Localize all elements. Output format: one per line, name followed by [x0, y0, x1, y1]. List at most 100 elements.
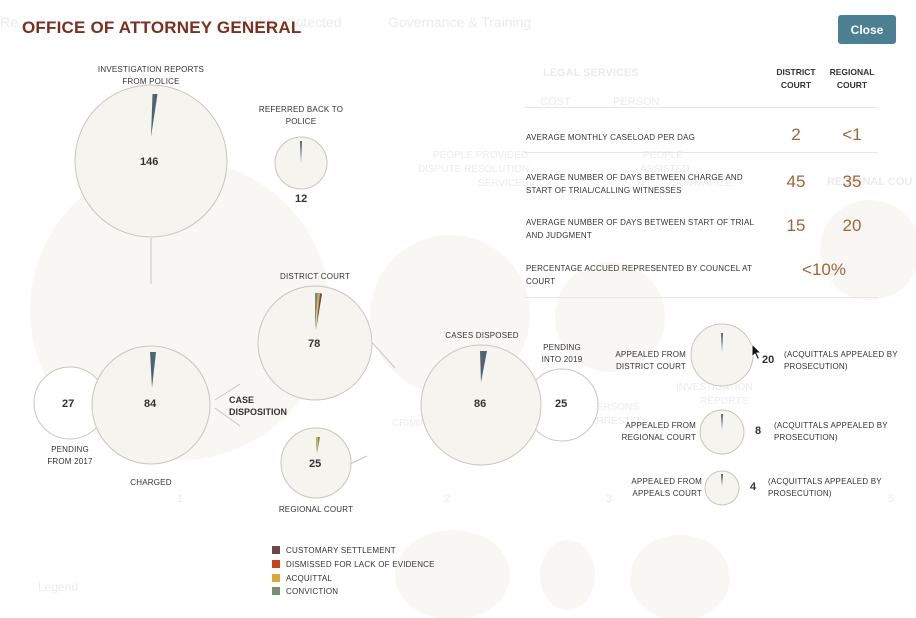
appeal-regional-label: APPEALED FROM REGIONAL COURT — [621, 421, 696, 442]
bg-text: PEOPLE — [643, 150, 684, 161]
row-district-value: 45 — [786, 172, 806, 191]
regional-court-label: REGIONAL COURT — [278, 505, 354, 514]
legend-item: DISMISSED FOR LACK OF EVIDENCE — [272, 560, 435, 569]
row-district-value: 2 — [791, 125, 801, 144]
appeal-district-value: 20 — [762, 354, 775, 366]
wedge-regional-conviction — [317, 437, 320, 454]
proportion-needles — [150, 94, 723, 486]
bg-text: PEOPLE PROVIDED — [433, 150, 529, 161]
bg-tab-1: Re — [0, 14, 18, 30]
appeal-appeals-label: APPEALED FROM APPEALS COURT — [631, 477, 702, 498]
legend-swatch — [272, 546, 280, 554]
bg-text: DISPUTE RESOLUTION — [418, 164, 530, 175]
bg-column-cost: COST — [540, 96, 571, 108]
column-header-district: DISTRICT COURT — [776, 67, 816, 90]
bg-step: 5 — [888, 493, 895, 505]
referred-value: 12 — [295, 193, 308, 205]
pending-2019-label: PENDING INTO 2019 — [541, 343, 583, 364]
appeal-appeals-value: 4 — [750, 481, 757, 493]
investigation-bubble — [74, 84, 228, 238]
cases-disposed-label: CASES DISPOSED — [445, 331, 519, 340]
table-row: AVERAGE MONTHLY CASELOAD PER DAG 2 <1 — [524, 107, 878, 152]
court-outcome-wedges — [315, 293, 322, 454]
pending-2017-label: PENDING FROM 2017 — [47, 445, 93, 466]
bg-text: SERVICES — [478, 178, 529, 189]
regional-court-value: 25 — [309, 458, 322, 470]
row-regional-value: 20 — [842, 216, 862, 235]
close-button[interactable]: Close — [838, 15, 896, 44]
needle-appeal-regional — [721, 414, 723, 430]
appeal-regional-value: 8 — [755, 425, 762, 437]
needle-appeal-district — [721, 333, 723, 352]
pending-2019-value: 25 — [555, 398, 568, 410]
table-row: PERCENTAGE ACCUED REPRESENTED BY COUNCEL… — [524, 246, 878, 298]
disposed-bubble — [420, 344, 542, 466]
pending-2017-value: 27 — [62, 398, 75, 410]
case-disposition-label: CASE DISPOSITION — [229, 395, 288, 417]
legend-swatch — [272, 560, 280, 568]
needle-appeal-appeals — [721, 474, 723, 486]
legend-item: CUSTOMARY SETTLEMENT — [272, 546, 396, 555]
bg-legend: Legend — [38, 580, 79, 594]
row-question: PERCENTAGE ACCUED REPRESENTED BY COUNCEL… — [526, 264, 753, 286]
charged-bubble — [91, 345, 211, 465]
district-court-label: DISTRICT COURT — [279, 272, 351, 281]
wedge-district-conviction — [315, 293, 318, 330]
appeal-regional-note: (ACQUITTALS APPEALED BY PROSECUTION) — [774, 421, 888, 442]
bg-step: 3 — [606, 493, 613, 505]
bubbles — [33, 84, 754, 506]
bg-text: INVESTIGATION — [676, 382, 753, 393]
appeal-district-label: APPEALED FROM DISTRICT COURT — [615, 350, 686, 371]
appeal-appeals-bubble — [704, 470, 740, 506]
row-regional-value: 35 — [842, 172, 862, 191]
legal-stats-table: DISTRICT COURT REGIONAL COURT AVERAGE MO… — [524, 62, 878, 302]
bg-tab-3: Governance & Training — [388, 14, 532, 30]
needle-investigation — [151, 94, 158, 137]
wedge-regional-acquittal — [316, 437, 318, 454]
row-question: AVERAGE MONTHLY CASELOAD PER DAG — [526, 133, 696, 142]
needle-referred — [300, 141, 302, 163]
needle-disposed — [480, 351, 487, 382]
row-combined-value: <10% — [802, 260, 846, 279]
district-bubble — [257, 285, 373, 401]
column-header-regional: REGIONAL COURT — [829, 67, 875, 90]
charged-label: CHARGED — [130, 478, 172, 487]
table-row: AVERAGE NUMBER OF DAYS BETWEEN START OF … — [524, 199, 878, 246]
cases-disposed-value: 86 — [474, 398, 487, 410]
investigation-label: INVESTIGATION REPORTS FROM POLICE — [97, 65, 205, 86]
table-row: AVERAGE NUMBER OF DAYS BETWEEN CHARGE AN… — [524, 152, 878, 199]
mouse-cursor-icon — [751, 343, 763, 361]
needle-charged — [150, 352, 156, 388]
bg-tab-2: Rights Protected — [238, 14, 342, 30]
row-question: AVERAGE NUMBER OF DAYS BETWEEN CHARGE AN… — [526, 173, 743, 195]
modal-title: OFFICE OF ATTORNEY GENERAL — [22, 18, 302, 37]
bg-step: 2 — [444, 493, 451, 505]
appeal-district-note: (ACQUITTALS APPEALED BY PROSECUTION) — [784, 350, 898, 371]
bg-text: ARRESTED — [590, 416, 645, 427]
wedge-district-settlement — [316, 293, 322, 330]
legend-swatch — [272, 587, 280, 595]
row-regional-value: <1 — [842, 125, 862, 144]
appeal-regional-bubble — [699, 409, 745, 455]
bg-section-legal: LEGAL SERVICES — [543, 67, 639, 79]
bg-text: ASSISTED — [640, 164, 690, 175]
referred-label: REFERRED BACK TO POLICE — [258, 105, 344, 126]
investigation-value: 146 — [140, 156, 159, 168]
bg-text: PERSONS — [590, 402, 639, 413]
district-court-value: 78 — [308, 338, 321, 350]
appeal-appeals-note: (ACQUITTALS APPEALED BY PROSECUTION) — [768, 477, 882, 498]
row-question: AVERAGE NUMBER OF DAYS BETWEEN START OF … — [526, 218, 755, 240]
connector-lines — [150, 238, 396, 465]
legend-item: CONVICTION — [272, 587, 338, 596]
bg-text: SUMMARIZE — [672, 178, 732, 189]
regional-bubble — [280, 427, 352, 499]
bg-step: 1 — [177, 493, 184, 505]
bg-text: REGIONAL COU — [827, 176, 913, 188]
charged-value: 84 — [144, 398, 157, 410]
bg-column-person: PERSON — [613, 96, 660, 108]
row-district-value: 15 — [786, 216, 806, 235]
legend-swatch — [272, 574, 280, 582]
bg-text: REPORTS — [700, 396, 749, 407]
